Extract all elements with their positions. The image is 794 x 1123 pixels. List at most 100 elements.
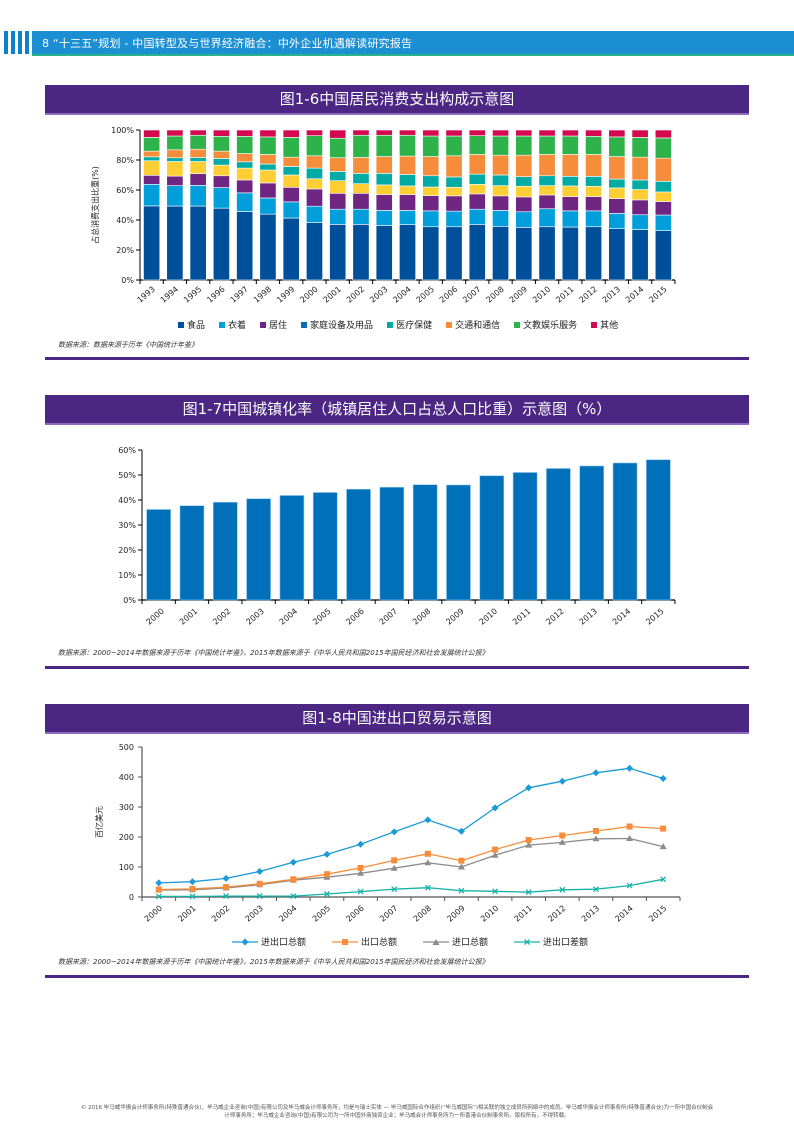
data-point xyxy=(491,851,499,858)
data-point xyxy=(424,884,431,891)
bar-segment xyxy=(212,187,230,209)
bar-segment xyxy=(631,179,649,190)
data-point xyxy=(424,816,432,824)
data-point xyxy=(458,887,465,894)
series-line xyxy=(158,878,664,898)
figure-1-7-divider xyxy=(45,666,749,669)
data-point xyxy=(357,888,364,895)
data-point xyxy=(592,769,600,777)
x-tick-label: 2012 xyxy=(544,607,565,627)
bar-segment xyxy=(282,187,300,203)
bar-segment xyxy=(166,157,184,162)
data-point xyxy=(559,886,566,893)
x-tick-label: 1998 xyxy=(252,285,273,305)
data-point xyxy=(626,764,634,772)
legend-item: 衣着 xyxy=(219,318,246,331)
bar-segment xyxy=(445,135,463,157)
x-tick-label: 2014 xyxy=(613,904,634,924)
legend-label: 文教娱乐服务 xyxy=(523,321,578,331)
bar-segment xyxy=(352,173,370,184)
bar xyxy=(579,465,605,601)
bar-segment xyxy=(538,185,556,196)
data-point xyxy=(525,889,532,896)
bar-segment xyxy=(468,135,486,155)
data-point xyxy=(525,837,532,843)
bar-segment xyxy=(561,176,579,187)
bar-segment xyxy=(445,155,463,178)
bar-segment xyxy=(236,167,254,181)
bar-segment xyxy=(422,210,440,228)
y-tick-label: 100% xyxy=(111,126,134,135)
bar-segment xyxy=(259,154,277,165)
data-point xyxy=(626,823,633,830)
legend-item: 文教娱乐服务 xyxy=(514,318,577,331)
bar-segment xyxy=(515,129,533,137)
bar-segment xyxy=(515,185,533,198)
x-tick-label: 2003 xyxy=(244,607,265,627)
bar-segment xyxy=(189,161,207,174)
bar-segment xyxy=(189,185,207,207)
bar-segment xyxy=(654,214,672,231)
bar xyxy=(479,475,505,601)
bar-segment xyxy=(608,187,626,199)
data-point xyxy=(424,859,432,866)
bar-segment xyxy=(282,217,300,281)
x-tick-label: 2008 xyxy=(484,285,505,305)
bar-segment xyxy=(538,194,556,210)
bar-segment xyxy=(515,211,533,228)
x-tick-label: 2015 xyxy=(647,285,668,305)
bar-segment xyxy=(236,129,254,137)
bar-segment xyxy=(189,129,207,136)
y-tick-label: 50% xyxy=(118,471,136,480)
figure-1-7-chart: 0% 10% 20% 30% 40% 50% 60% 2000 2001 2002 2003 2004… xyxy=(118,446,676,627)
bar-segment xyxy=(445,187,463,197)
bar-segment xyxy=(422,226,440,281)
legend-swatch xyxy=(387,321,394,328)
bar xyxy=(446,484,471,601)
bar-segment xyxy=(189,205,207,281)
x-tick-label: 2010 xyxy=(479,904,500,924)
bar-segment xyxy=(585,226,603,281)
bar-segment xyxy=(492,185,509,197)
bar-segment xyxy=(399,224,416,281)
bar-segment xyxy=(166,161,184,177)
figure-1-6-title: 图1-6中国居民消费支出构成示意图 xyxy=(45,85,749,115)
data-point xyxy=(559,832,566,839)
bar-segment xyxy=(375,184,393,195)
bar-segment xyxy=(631,156,649,181)
bar-segment xyxy=(445,195,463,212)
x-tick-label: 2013 xyxy=(601,285,622,305)
copyright-line-2: 计师事务所；毕马威企业咨询(中国)有限公司为一所中国外商独资企业；毕马威会计师事… xyxy=(224,1113,570,1119)
bar-segment xyxy=(166,135,184,151)
data-point xyxy=(457,863,465,870)
data-point xyxy=(188,878,196,886)
x-tick-label: 2005 xyxy=(311,904,332,924)
bar-segment xyxy=(654,157,672,182)
x-tick-label: 2003 xyxy=(244,904,265,924)
bar-segment xyxy=(515,135,533,156)
data-point xyxy=(592,835,600,842)
x-tick-label: 2004 xyxy=(278,607,299,627)
bar xyxy=(412,484,438,601)
bar-segment xyxy=(236,136,254,154)
bar-segment xyxy=(166,205,184,281)
legend-swatch xyxy=(260,321,267,328)
bar-segment xyxy=(561,226,579,281)
figure-1-6-legend: 食品 衣着 居住 家庭设备及用品 医疗保健 交通和通信 文教娱乐服务 其他 xyxy=(178,318,618,331)
x-tick-label: 2009 xyxy=(445,904,466,924)
data-point xyxy=(189,893,196,900)
x-tick-label: 2001 xyxy=(178,607,199,627)
bar-segment xyxy=(375,225,393,281)
figure-1-7-title: 图1-7中国城镇化率（城镇居住人口占总人口比重）示意图（%） xyxy=(45,395,749,425)
bar-segment xyxy=(282,174,300,188)
bar-segment xyxy=(212,164,230,177)
bar-segment xyxy=(492,174,509,186)
x-tick-label: 2008 xyxy=(411,607,432,627)
legend-item: 出口总额 xyxy=(332,935,397,948)
data-point xyxy=(558,838,566,845)
bar-segment xyxy=(306,135,323,157)
bar-segment xyxy=(399,194,416,211)
bar-segment xyxy=(352,134,370,158)
x-tick-label: 2007 xyxy=(378,904,399,924)
bar xyxy=(512,472,538,601)
